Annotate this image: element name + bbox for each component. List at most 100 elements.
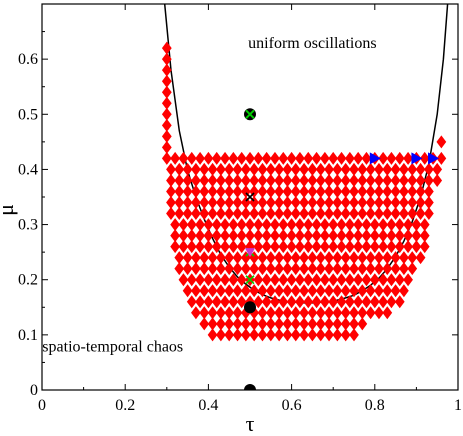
diamond-marker <box>374 306 384 320</box>
diamond-marker <box>374 173 384 187</box>
diamond-marker <box>249 328 260 342</box>
diamond-marker <box>415 196 426 210</box>
diamond-marker <box>199 284 210 298</box>
diamond-marker <box>315 196 326 210</box>
cross-marker <box>245 192 255 202</box>
triangle-right-marker <box>428 152 440 165</box>
diamond-marker <box>432 162 443 176</box>
diamond-marker <box>240 262 251 276</box>
diamond-marker <box>432 173 443 187</box>
diamond-marker <box>369 240 380 254</box>
diamond-marker <box>378 229 388 243</box>
diamond-marker <box>265 317 276 331</box>
diamond-marker <box>315 207 326 221</box>
diamond-marker <box>374 196 384 210</box>
y-tick-label: 0.5 <box>18 106 38 123</box>
diamond-marker <box>332 317 343 331</box>
diamond-marker <box>361 229 372 243</box>
diamond-marker <box>282 184 293 198</box>
diamond-marker <box>382 262 393 276</box>
diamond-marker <box>332 262 343 276</box>
diamond-marker <box>211 151 222 165</box>
diamond-marker <box>270 295 280 309</box>
diamond-marker <box>424 207 434 221</box>
diamond-marker <box>161 118 172 132</box>
diamond-marker <box>374 284 384 298</box>
diamond-marker <box>207 328 218 342</box>
diamond-marker <box>299 328 309 342</box>
diamond-marker <box>199 306 210 320</box>
diamond-marker <box>286 229 297 243</box>
diamond-marker <box>203 240 214 254</box>
diamond-marker <box>399 262 409 276</box>
diamond-marker <box>207 184 218 198</box>
diamond-marker <box>232 251 243 265</box>
diamond-marker <box>311 151 322 165</box>
diamond-marker <box>270 229 280 243</box>
diamond-marker <box>224 251 235 265</box>
diamond-marker <box>228 229 239 243</box>
diamond-marker <box>415 173 426 187</box>
diamond-marker <box>303 218 314 232</box>
diamond-marker <box>311 273 322 287</box>
diamond-marker <box>270 218 280 232</box>
circle-marker <box>244 301 256 314</box>
diamond-marker <box>257 328 268 342</box>
diamond-marker <box>307 317 318 331</box>
diamond-marker <box>407 184 418 198</box>
diamond-marker <box>369 273 380 287</box>
diamond-marker <box>195 240 205 254</box>
diamond-marker <box>161 129 172 143</box>
diamond-marker <box>394 273 405 287</box>
diamond-marker <box>349 173 359 187</box>
diamond-marker <box>374 251 384 265</box>
diamond-marker <box>174 196 185 210</box>
diamond-marker <box>407 173 418 187</box>
diamond-marker <box>191 306 201 320</box>
diamond-marker <box>390 284 401 298</box>
diamond-marker <box>203 218 214 232</box>
diamond-marker <box>211 218 222 232</box>
diamond-marker <box>336 229 347 243</box>
diamond-marker <box>415 184 426 198</box>
diamond-marker <box>257 162 268 176</box>
diamond-marker <box>282 262 293 276</box>
diamond-marker <box>220 240 230 254</box>
diamond-marker <box>274 306 284 320</box>
diamond-marker <box>332 207 343 221</box>
diamond-marker <box>236 273 247 287</box>
diamond-marker <box>195 218 205 232</box>
diamond-marker <box>224 184 235 198</box>
diamond-marker <box>216 207 226 221</box>
diamond-marker <box>253 151 264 165</box>
diamond-marker <box>311 240 322 254</box>
diamond-marker <box>407 251 418 265</box>
diamond-marker <box>199 317 210 331</box>
diamond-marker <box>307 196 318 210</box>
diamond-marker <box>353 295 364 309</box>
diamond-marker <box>344 218 355 232</box>
diamond-marker <box>340 262 351 276</box>
diamond-marker <box>399 173 409 187</box>
diamond-marker <box>299 184 309 198</box>
diamond-marker <box>299 196 309 210</box>
diamond-marker <box>282 306 293 320</box>
diamond-marker <box>403 229 413 243</box>
diamond-marker <box>340 284 351 298</box>
diamond-marker <box>357 251 368 265</box>
x-tick-label: 0 <box>38 397 46 414</box>
diamond-marker <box>320 151 330 165</box>
diamond-marker <box>232 284 243 298</box>
x-tick-label: 0.6 <box>282 397 302 414</box>
diamond-marker <box>399 284 409 298</box>
diamond-marker <box>161 41 172 55</box>
diamond-marker <box>174 184 185 198</box>
diamond-marker <box>257 207 268 221</box>
diamond-marker <box>216 317 226 331</box>
diamond-marker <box>382 173 393 187</box>
diamond-marker <box>290 284 301 298</box>
y-tick-label: 0.3 <box>18 217 38 234</box>
diamond-marker <box>374 184 384 198</box>
diamond-marker <box>361 295 372 309</box>
cross-marker <box>245 109 255 119</box>
